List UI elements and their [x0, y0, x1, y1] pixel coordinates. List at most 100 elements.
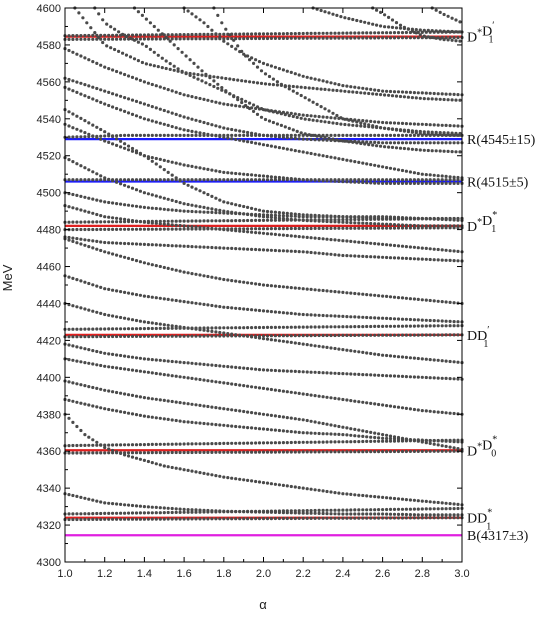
data-point — [341, 325, 345, 329]
data-point — [313, 236, 317, 240]
data-point — [79, 81, 83, 85]
data-point — [126, 203, 131, 207]
data-point — [138, 260, 142, 264]
data-point — [377, 88, 381, 93]
data-point — [333, 253, 337, 257]
data-point — [254, 367, 258, 371]
data-point — [329, 36, 333, 40]
data-point — [277, 325, 281, 329]
data-point — [265, 178, 270, 182]
data-point — [178, 114, 182, 118]
data-point — [242, 229, 246, 233]
data-point — [158, 219, 162, 223]
data-point — [365, 293, 369, 297]
data-point — [178, 510, 182, 514]
data-point — [396, 36, 401, 40]
data-point — [436, 443, 440, 447]
data-point — [130, 149, 135, 153]
data-point — [281, 339, 285, 343]
data-point — [228, 77, 232, 81]
data-point — [142, 334, 146, 338]
data-point — [273, 145, 277, 149]
data-point — [341, 215, 345, 219]
data-point — [152, 50, 156, 54]
data-point — [142, 458, 146, 462]
data-point — [214, 208, 218, 212]
data-point — [289, 136, 293, 140]
data-point — [420, 324, 424, 328]
data-point — [273, 334, 277, 338]
data-point — [194, 510, 198, 514]
data-point — [91, 309, 95, 313]
data-point — [242, 247, 246, 251]
data-point — [244, 79, 248, 83]
data-point — [361, 180, 365, 185]
data-point — [202, 302, 206, 306]
data-point — [250, 178, 254, 182]
data-point — [309, 250, 313, 255]
data-point — [424, 507, 428, 511]
data-point — [265, 427, 270, 431]
data-point — [313, 213, 317, 217]
data-point — [293, 325, 297, 329]
data-point — [335, 88, 339, 93]
data-point — [261, 386, 266, 390]
data-point — [138, 443, 142, 447]
data-point — [381, 178, 385, 182]
data-point — [123, 410, 127, 414]
data-point — [254, 178, 258, 182]
data-point — [75, 207, 79, 211]
data-point — [385, 439, 389, 443]
data-point — [115, 178, 119, 182]
data-point — [99, 285, 103, 289]
data-point — [414, 28, 418, 32]
data-point — [168, 67, 172, 71]
data-point — [107, 200, 111, 205]
data-point — [289, 311, 293, 315]
data-point — [400, 516, 405, 520]
data-point — [230, 441, 234, 445]
data-point — [75, 193, 79, 197]
data-point — [301, 74, 305, 78]
data-point — [345, 426, 349, 430]
data-point — [190, 129, 194, 133]
data-point — [246, 450, 250, 454]
data-point — [85, 21, 89, 25]
data-point — [265, 517, 270, 521]
data-point — [79, 92, 83, 96]
data-point — [428, 376, 432, 380]
data-point — [182, 517, 186, 521]
data-point — [134, 219, 139, 223]
data-point — [123, 217, 127, 221]
data-point — [381, 436, 385, 440]
data-point — [250, 218, 254, 223]
data-point — [254, 173, 258, 177]
data-point — [424, 441, 428, 445]
data-point — [319, 8, 323, 13]
data-point — [238, 441, 242, 445]
data-point — [297, 430, 301, 434]
data-point — [269, 175, 273, 179]
data-point — [420, 122, 424, 126]
data-point — [317, 394, 321, 398]
data-point — [329, 133, 333, 137]
data-point — [333, 116, 337, 120]
data-point — [250, 411, 254, 415]
data-point — [385, 404, 389, 408]
data-point — [277, 284, 281, 289]
data-point — [107, 177, 111, 181]
data-point — [218, 423, 222, 427]
data-point — [257, 133, 262, 137]
data-point — [305, 509, 309, 513]
data-point — [107, 517, 111, 521]
series-points — [63, 492, 464, 517]
data-point — [337, 333, 341, 337]
data-point — [99, 451, 103, 455]
data-point — [430, 97, 434, 101]
data-point — [432, 358, 436, 362]
data-point — [281, 285, 285, 289]
data-point — [119, 220, 123, 224]
data-point — [206, 363, 210, 367]
data-point — [103, 517, 107, 521]
data-point — [434, 29, 438, 33]
